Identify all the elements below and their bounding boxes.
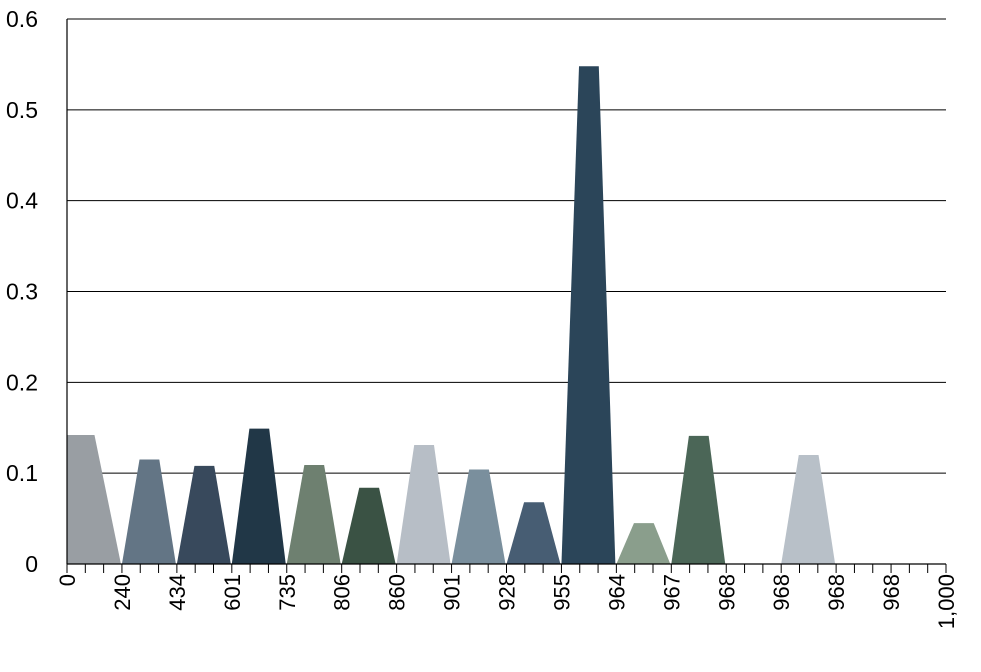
x-tick-label: 240 bbox=[110, 574, 135, 611]
x-tick-label: 601 bbox=[220, 574, 245, 611]
x-tick-label: 955 bbox=[549, 574, 574, 611]
x-tick-label: 901 bbox=[440, 574, 465, 611]
x-tick-label: 968 bbox=[714, 574, 739, 611]
area-segment bbox=[396, 445, 451, 564]
x-tick-label: 968 bbox=[879, 574, 904, 611]
axes bbox=[66, 19, 947, 573]
area-segment bbox=[671, 435, 726, 564]
gridlines bbox=[67, 18, 946, 474]
y-tick-label: 0.4 bbox=[6, 188, 38, 214]
x-tick-label: 735 bbox=[275, 574, 300, 611]
x-tick-label: 964 bbox=[604, 574, 629, 611]
x-tick-label: 0 bbox=[55, 574, 80, 586]
x-tick-label: 928 bbox=[495, 574, 520, 611]
area-segment bbox=[506, 502, 561, 564]
y-tick-label: 0.5 bbox=[6, 97, 38, 123]
y-tick-label: 0 bbox=[25, 551, 38, 577]
area-segment bbox=[616, 523, 671, 564]
plot-area bbox=[67, 66, 836, 564]
x-tick-label: 860 bbox=[385, 574, 410, 611]
x-axis-tick-labels: 0 240 434 601 735 806 860 901 928 955 964 967 968 968… bbox=[55, 574, 959, 629]
x-tick-label: 967 bbox=[659, 574, 684, 611]
y-axis-tick-labels: 0 0.1 0.2 0.3 0.4 0.5 0.6 bbox=[6, 6, 38, 577]
area-segment bbox=[231, 428, 286, 564]
x-tick-label: 806 bbox=[330, 574, 355, 611]
area-segment bbox=[781, 455, 836, 564]
area-segment bbox=[286, 464, 341, 564]
y-tick-label: 0.3 bbox=[6, 279, 38, 305]
x-tick-label: 434 bbox=[165, 574, 190, 611]
y-tick-label: 0.6 bbox=[6, 6, 38, 32]
x-tick-label: 968 bbox=[769, 574, 794, 611]
area-segment bbox=[451, 469, 506, 564]
x-tick-label: 1,000 bbox=[934, 574, 959, 629]
area-segment bbox=[341, 487, 396, 564]
area-segment bbox=[176, 465, 231, 564]
area-segment bbox=[561, 66, 616, 564]
y-tick-label: 0.2 bbox=[6, 369, 38, 395]
area-segment bbox=[67, 435, 121, 564]
area-segment bbox=[121, 459, 176, 564]
x-tick-label: 968 bbox=[824, 574, 849, 611]
y-tick-label: 0.1 bbox=[6, 460, 38, 486]
